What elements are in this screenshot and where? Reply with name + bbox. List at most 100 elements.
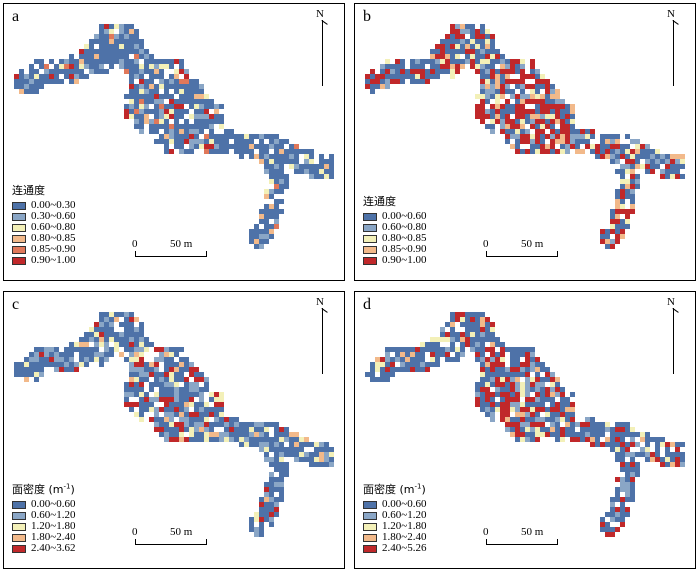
north-arrow-icon: N bbox=[316, 296, 330, 376]
legend-item: 0.00~0.60 bbox=[363, 211, 426, 222]
legend-swatch bbox=[363, 500, 377, 509]
scale-bar: 0 50 m bbox=[132, 526, 212, 556]
legend-swatch bbox=[12, 201, 26, 210]
legend-label: 0.60~1.20 bbox=[31, 509, 76, 521]
north-label: N bbox=[667, 8, 675, 20]
legend-swatch bbox=[363, 533, 377, 542]
map-panel-c: c N 面密度 (m-1) 0.00~0.60 0.60~1.20 1.20~1.80 1.… bbox=[3, 291, 345, 569]
legend-title: 面密度 (m-1) bbox=[12, 482, 75, 496]
scale-end-label: 50 m bbox=[521, 238, 544, 250]
scale-end-label: 50 m bbox=[170, 526, 193, 538]
legend-item: 0.60~0.80 bbox=[363, 222, 426, 233]
legend-label: 0.90~1.00 bbox=[31, 254, 76, 266]
legend-title: 连通度 bbox=[363, 195, 396, 208]
north-label: N bbox=[667, 296, 675, 308]
legend-item: 1.20~1.80 bbox=[363, 521, 426, 532]
legend-swatch bbox=[363, 223, 377, 232]
legend-swatch bbox=[363, 544, 377, 553]
legend-label: 1.20~1.80 bbox=[382, 520, 427, 532]
panel-label: a bbox=[12, 8, 20, 25]
legend-item: 0.00~0.60 bbox=[12, 499, 75, 510]
legend-label: 0.60~1.20 bbox=[382, 509, 427, 521]
legend-label: 2.40~3.62 bbox=[31, 542, 76, 554]
legend-label: 0.85~0.90 bbox=[382, 243, 427, 255]
raster-map bbox=[14, 312, 334, 537]
legend-swatch bbox=[363, 522, 377, 531]
legend-item: 0.00~0.60 bbox=[363, 499, 426, 510]
raster-map bbox=[14, 24, 334, 249]
legend-swatch bbox=[12, 522, 26, 531]
panel-label: c bbox=[12, 296, 20, 313]
panel-label: d bbox=[363, 296, 371, 313]
scale-end-label: 50 m bbox=[170, 238, 193, 250]
legend-swatch bbox=[12, 500, 26, 509]
legend-item: 0.60~1.20 bbox=[363, 510, 426, 521]
legend-item: 1.20~1.80 bbox=[12, 521, 75, 532]
legend-item: 0.90~1.00 bbox=[363, 255, 426, 266]
legend-label: 0.30~0.60 bbox=[31, 210, 76, 222]
legend-item: 2.40~3.62 bbox=[12, 543, 75, 554]
legend-item: 0.85~0.90 bbox=[12, 244, 75, 255]
legend-swatch bbox=[363, 511, 377, 520]
scale-bar: 0 50 m bbox=[483, 526, 563, 556]
legend-item: 0.80~0.85 bbox=[363, 233, 426, 244]
scale-zero-label: 0 bbox=[483, 238, 489, 250]
legend-label: 0.00~0.30 bbox=[31, 199, 76, 211]
legend-item: 2.40~5.26 bbox=[363, 543, 426, 554]
map-panel-d: d N 面密度 (m-1) 0.00~0.60 0.60~1.20 1.20~1.80 1.… bbox=[354, 291, 696, 569]
legend: 面密度 (m-1) 0.00~0.60 0.60~1.20 1.20~1.80 1.80… bbox=[363, 481, 426, 554]
legend-label: 0.80~0.85 bbox=[31, 232, 76, 244]
legend-label: 2.40~5.26 bbox=[382, 542, 427, 554]
north-arrow-icon: N bbox=[667, 296, 681, 376]
legend-label: 1.20~1.80 bbox=[31, 520, 76, 532]
north-label: N bbox=[316, 296, 324, 308]
legend-item: 1.80~2.40 bbox=[12, 532, 75, 543]
legend-swatch bbox=[12, 245, 26, 254]
map-panel-a: a N 连通度 0.00~0.30 0.30~0.60 0.60~0.80 0.80~0.8… bbox=[3, 3, 345, 281]
legend: 连通度 0.00~0.60 0.60~0.80 0.80~0.85 0.85~0.90 0… bbox=[363, 193, 426, 266]
legend-swatch bbox=[12, 544, 26, 553]
legend-item: 0.90~1.00 bbox=[12, 255, 75, 266]
legend-swatch bbox=[363, 212, 377, 221]
legend-label: 0.00~0.60 bbox=[382, 210, 427, 222]
legend-item: 0.30~0.60 bbox=[12, 211, 75, 222]
legend-swatch bbox=[363, 256, 377, 265]
legend-label: 0.00~0.60 bbox=[31, 498, 76, 510]
legend-label: 0.80~0.85 bbox=[382, 232, 427, 244]
scale-bar: 0 50 m bbox=[132, 238, 212, 268]
scale-zero-label: 0 bbox=[132, 238, 138, 250]
legend-swatch bbox=[12, 212, 26, 221]
legend-label: 0.00~0.60 bbox=[382, 498, 427, 510]
legend-item: 0.60~1.20 bbox=[12, 510, 75, 521]
north-arrow-icon: N bbox=[316, 8, 330, 88]
legend: 连通度 0.00~0.30 0.30~0.60 0.60~0.80 0.80~0.85 0… bbox=[12, 182, 75, 266]
scale-end-label: 50 m bbox=[521, 526, 544, 538]
legend-item: 0.60~0.80 bbox=[12, 222, 75, 233]
legend-label: 1.80~2.40 bbox=[382, 531, 427, 543]
legend-label: 0.90~1.00 bbox=[382, 254, 427, 266]
legend-title: 连通度 bbox=[12, 184, 45, 197]
legend-label: 0.85~0.90 bbox=[31, 243, 76, 255]
legend-title: 面密度 (m-1) bbox=[363, 482, 426, 496]
legend-swatch bbox=[12, 234, 26, 243]
legend-item: 0.85~0.90 bbox=[363, 244, 426, 255]
north-arrow-icon: N bbox=[667, 8, 681, 88]
north-label: N bbox=[316, 8, 324, 20]
legend-item: 0.00~0.30 bbox=[12, 200, 75, 211]
raster-map bbox=[365, 312, 685, 537]
scale-bar: 0 50 m bbox=[483, 238, 563, 268]
legend-label: 0.60~0.80 bbox=[31, 221, 76, 233]
legend-label: 1.80~2.40 bbox=[31, 531, 76, 543]
panel-label: b bbox=[363, 8, 371, 25]
legend-swatch bbox=[12, 533, 26, 542]
legend-swatch bbox=[12, 511, 26, 520]
scale-zero-label: 0 bbox=[483, 526, 489, 538]
legend-swatch bbox=[12, 256, 26, 265]
legend-swatch bbox=[363, 234, 377, 243]
raster-map bbox=[365, 24, 685, 249]
legend-swatch bbox=[12, 223, 26, 232]
legend: 面密度 (m-1) 0.00~0.60 0.60~1.20 1.20~1.80 1.80… bbox=[12, 481, 75, 554]
legend-label: 0.60~0.80 bbox=[382, 221, 427, 233]
legend-swatch bbox=[363, 245, 377, 254]
scale-zero-label: 0 bbox=[132, 526, 138, 538]
